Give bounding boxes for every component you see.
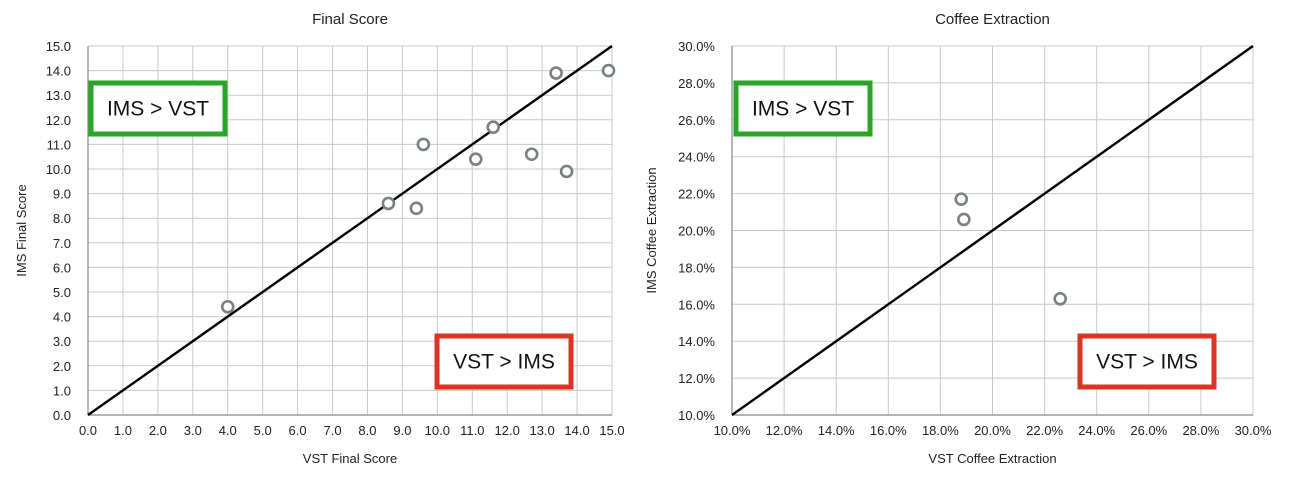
chart2-annotation-box: IMS > VST xyxy=(733,80,873,137)
chart1-x-tick-label: 4.0 xyxy=(219,423,237,438)
chart2-x-tick-label: 26.0% xyxy=(1130,423,1167,438)
chart2-y-tick-label: 16.0% xyxy=(678,297,715,312)
chart2-title: Coffee Extraction xyxy=(935,11,1050,28)
chart2-y-tick-label: 22.0% xyxy=(678,187,715,202)
chart1-data-point xyxy=(486,120,501,134)
chart1-y-tick-label: 5.0 xyxy=(53,285,71,300)
chart1-y-tick-label: 14.0 xyxy=(46,64,71,79)
chart1-data-point xyxy=(468,152,483,166)
chart2-y-tick-label: 14.0% xyxy=(678,334,715,349)
chart1-points xyxy=(220,63,616,314)
chart1-annotation-box: IMS > VST xyxy=(88,80,228,137)
chart1: 0.0 1.0 2.0 3.0 4.0 5.0 6.0 7.0 8.0 9.0 10.0 11.0 12… xyxy=(14,11,625,466)
chart2-data-point xyxy=(957,212,971,227)
chart2-y-tick-label: 30.0% xyxy=(678,39,715,54)
chart2-x-tick-label: 30.0% xyxy=(1235,423,1272,438)
chart1-data-point xyxy=(559,164,574,179)
chart1-x-tick-label: 9.0 xyxy=(393,423,411,438)
chart1-annotation-box: VST > IMS xyxy=(434,333,574,390)
chart2-x-tick-label: 22.0% xyxy=(1026,423,1063,438)
chart2-x-tick-label: 18.0% xyxy=(922,423,959,438)
chart1-x-tick-label: 14.0 xyxy=(564,423,589,438)
chart2-x-tick-label: 14.0% xyxy=(818,423,855,438)
chart1-x-tick-label: 12.0 xyxy=(495,423,520,438)
chart1-x-tick-label: 5.0 xyxy=(254,423,272,438)
chart1-x-axis-label: VST Final Score xyxy=(303,451,397,466)
chart2-x-tick-label: 12.0% xyxy=(766,423,803,438)
annotation-border xyxy=(733,80,873,137)
chart1-y-tick-label: 12.0 xyxy=(46,113,71,128)
chart1-x-tick-label: 0.0 xyxy=(79,423,97,438)
chart1-y-tick-label: 0.0 xyxy=(53,408,71,423)
chart1-y-axis-label: IMS Final Score xyxy=(14,184,29,276)
chart2-y-tick-label: 18.0% xyxy=(678,260,715,275)
chart1-y-tick-label: 4.0 xyxy=(53,310,71,325)
chart1-x-tick-label: 7.0 xyxy=(323,423,341,438)
chart1-y-tick-label: 6.0 xyxy=(53,260,71,275)
chart2-y-tick-label: 12.0% xyxy=(678,371,715,386)
chart1-y-tick-label: 7.0 xyxy=(53,236,71,251)
chart1-data-point xyxy=(409,201,424,216)
chart1-data-point xyxy=(220,299,235,314)
chart2-x-tick-label: 16.0% xyxy=(870,423,907,438)
chart2-x-tick-label: 10.0% xyxy=(714,423,751,438)
chart1-x-tick-label: 3.0 xyxy=(184,423,202,438)
chart1-data-point xyxy=(416,137,431,152)
chart2-x-axis-label: VST Coffee Extraction xyxy=(928,451,1056,466)
chart2-points xyxy=(954,192,1068,306)
chart1-y-tick-label: 13.0 xyxy=(46,88,71,103)
chart1-y-tick-label: 15.0 xyxy=(46,39,71,54)
chart1-y-tick-label: 10.0 xyxy=(46,162,71,177)
annotation-text: VST > IMS xyxy=(453,351,555,374)
chart2-annotation-box: VST > IMS xyxy=(1077,333,1217,390)
chart1-data-point xyxy=(381,196,396,211)
chart2-y-tick-label: 20.0% xyxy=(678,224,715,239)
annotation-border xyxy=(434,333,574,390)
chart1-title: Final Score xyxy=(312,11,388,28)
chart2-x-tick-label: 24.0% xyxy=(1078,423,1115,438)
chart2-x-tick-label: 28.0% xyxy=(1182,423,1219,438)
chart1-x-tick-label: 11.0 xyxy=(460,423,484,438)
chart1-y-tick-label: 3.0 xyxy=(53,334,71,349)
chart1-x-tick-label: 6.0 xyxy=(289,423,307,438)
chart1-y-tick-label: 1.0 xyxy=(53,383,71,398)
annotation-text: IMS > VST xyxy=(107,98,209,121)
chart2-data-point xyxy=(954,192,969,206)
chart2-data-point xyxy=(1053,291,1068,306)
chart1-x-tick-label: 2.0 xyxy=(149,423,167,438)
chart1-x-tick-label: 15.0 xyxy=(599,423,624,438)
annotation-border xyxy=(88,80,228,137)
chart2-identity-line xyxy=(731,45,1254,416)
chart1-x-tick-label: 1.0 xyxy=(114,423,132,438)
chart1-y-tick-label: 9.0 xyxy=(53,187,71,202)
chart2-y-tick-label: 26.0% xyxy=(678,113,715,128)
chart1-data-point xyxy=(549,66,563,80)
chart1-y-tick-label: 2.0 xyxy=(53,359,71,374)
chart1-data-point xyxy=(601,63,616,78)
chart2-y-tick-label: 28.0% xyxy=(678,76,715,91)
annotation-text: IMS > VST xyxy=(752,98,854,121)
annotation-border xyxy=(1077,333,1217,390)
chart1-x-tick-label: 13.0 xyxy=(529,423,554,438)
chart2-y-axis-label: IMS Coffee Extraction xyxy=(644,167,659,293)
chart1-y-tick-label: 11.0 xyxy=(47,137,71,152)
chart1-y-tick-label: 8.0 xyxy=(53,211,71,226)
chart2-y-tick-label: 24.0% xyxy=(678,150,715,165)
chart1-identity-line xyxy=(87,45,613,416)
chart1-x-tick-label: 10.0 xyxy=(425,423,450,438)
annotation-text: VST > IMS xyxy=(1096,351,1198,374)
chart1-x-tick-label: 8.0 xyxy=(358,423,376,438)
chart1-data-point xyxy=(524,147,539,162)
chart2-x-tick-label: 20.0% xyxy=(974,423,1011,438)
chart2: 10.0% 12.0% 14.0% 16.0% 18.0% 20.0% 22.0% 24.0%… xyxy=(644,11,1272,466)
chart2-y-tick-label: 10.0% xyxy=(678,408,715,423)
